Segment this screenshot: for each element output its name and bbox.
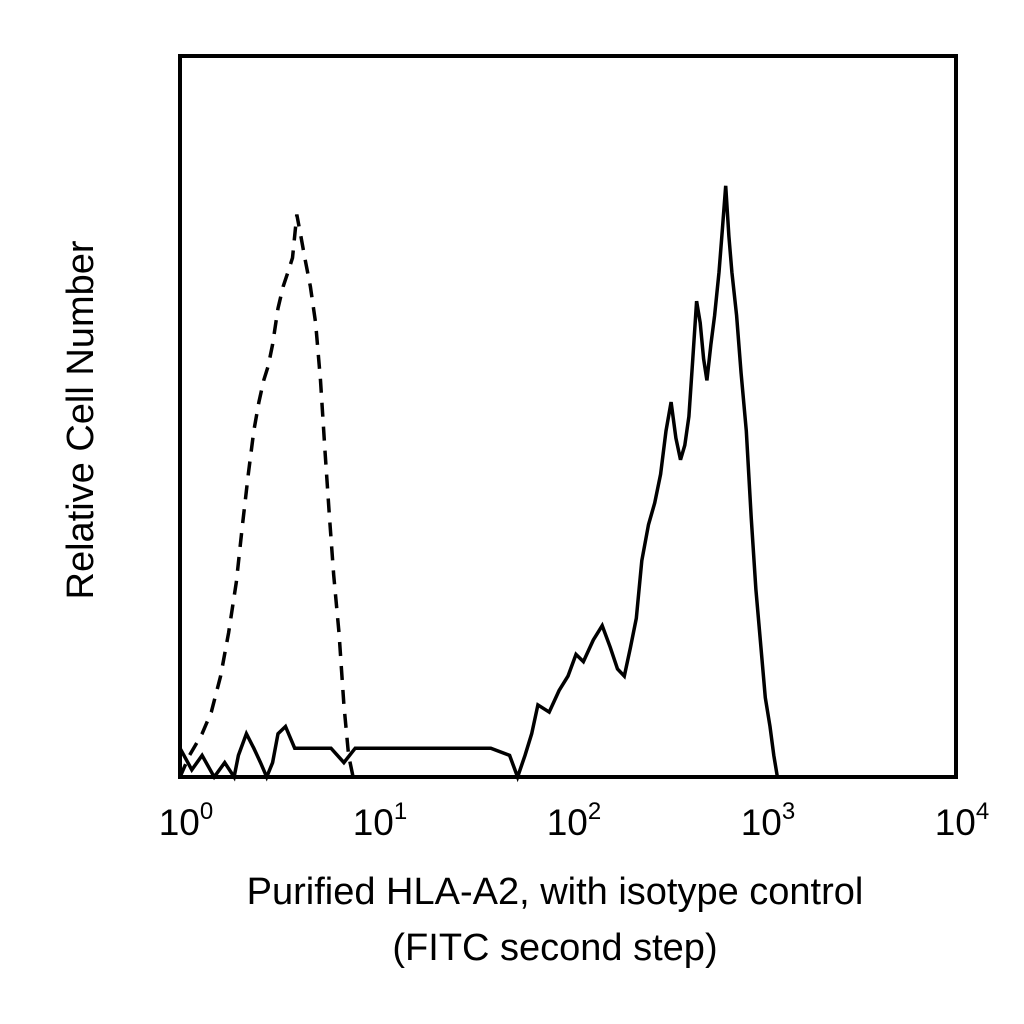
isotype-control-histogram-line [178,214,355,778]
y-axis-title: Relative Cell Number [60,240,102,599]
hla-a2-histogram-line [178,185,780,783]
x-tick-label: 101 [353,798,408,843]
x-tick-label: 103 [741,798,796,843]
x-axis-title-line2: (FITC second step) [392,927,717,969]
histogram-series [178,185,780,783]
x-tick-label: 102 [547,798,602,843]
plot-frame [178,54,958,779]
x-axis-title-line1: Purified HLA-A2, with isotype control [247,871,864,913]
x-tick-label: 100 [159,798,214,843]
x-axis-tick-labels: 100 101 102 103 104 [159,798,990,843]
x-tick-label: 104 [935,798,990,843]
